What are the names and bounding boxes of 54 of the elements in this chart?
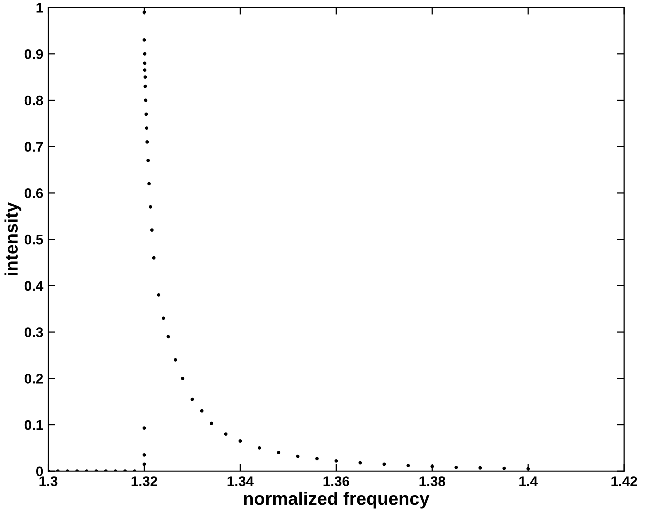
x-tick-label: 1.3 — [40, 476, 58, 486]
point — [143, 68, 147, 72]
y-tick-label: 0.2 — [24, 374, 44, 384]
point — [382, 462, 386, 466]
y-tick-label: 0.4 — [24, 281, 44, 292]
point — [142, 453, 146, 457]
y-tick-label: 0.9 — [24, 49, 44, 60]
point — [277, 451, 281, 455]
point — [316, 457, 319, 461]
x-axis-title: normalized frequency — [244, 492, 430, 509]
point — [143, 62, 147, 66]
point — [174, 358, 178, 362]
x-tick-label: 1.4 — [520, 476, 538, 486]
y-tick-label: 0.7 — [24, 142, 44, 152]
point — [145, 126, 149, 130]
point — [454, 466, 458, 470]
x-tick-label: 1.42 — [612, 476, 638, 486]
point — [334, 459, 338, 463]
y-tick-label: 0.1 — [24, 420, 44, 430]
point — [150, 228, 154, 232]
point — [142, 426, 146, 430]
point — [210, 422, 214, 426]
point — [143, 52, 147, 56]
y-axis-title: intensity — [4, 202, 22, 276]
point — [148, 182, 151, 186]
point — [152, 256, 156, 260]
point — [358, 461, 362, 465]
point — [144, 76, 148, 80]
point — [258, 446, 262, 450]
point — [157, 294, 161, 297]
point — [149, 205, 152, 209]
x-tick-label: 1.38 — [420, 476, 446, 486]
x-tick-label: 1.32 — [132, 476, 158, 486]
point — [478, 466, 482, 470]
point — [142, 38, 146, 42]
point — [238, 440, 242, 443]
point — [200, 409, 204, 413]
y-tick-label: 0.3 — [24, 328, 44, 338]
y-tick-label: 0.6 — [24, 188, 44, 198]
point — [224, 432, 228, 436]
point — [162, 316, 166, 320]
y-tick-label: 0 — [36, 466, 44, 477]
x-tick-label: 1.36 — [324, 476, 350, 486]
y-tick-label: 1 — [36, 3, 44, 13]
x-tick-label: 1.34 — [228, 476, 254, 486]
point — [502, 466, 506, 470]
point — [146, 159, 150, 162]
point — [406, 464, 410, 468]
point — [181, 376, 185, 380]
point — [144, 112, 148, 116]
y-tick-label: 0.5 — [24, 234, 44, 245]
point — [146, 140, 150, 144]
point — [144, 84, 148, 88]
y-tick-label: 0.8 — [24, 96, 44, 106]
